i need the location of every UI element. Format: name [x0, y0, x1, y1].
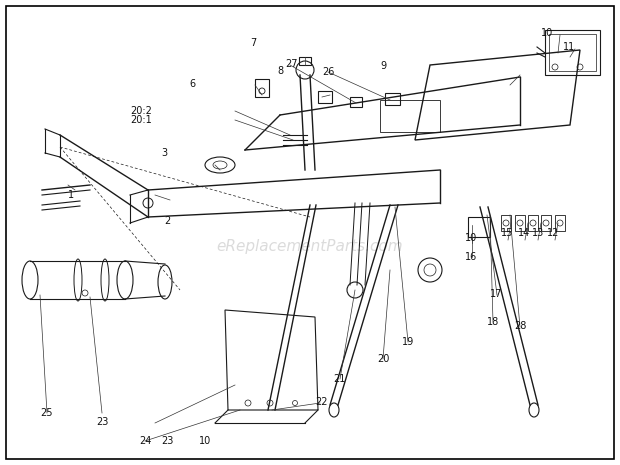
- Text: 3: 3: [161, 148, 167, 159]
- Text: 1: 1: [68, 190, 74, 200]
- Bar: [299, 57, 311, 65]
- Text: 10: 10: [198, 436, 211, 446]
- Text: 2: 2: [164, 216, 171, 226]
- Text: 25: 25: [40, 408, 53, 418]
- Bar: [385, 93, 400, 105]
- Text: 12: 12: [547, 228, 559, 239]
- Bar: [515, 215, 525, 231]
- Text: 13: 13: [532, 228, 544, 239]
- Bar: [545, 30, 600, 75]
- Text: 7: 7: [250, 38, 256, 48]
- Bar: [501, 215, 511, 231]
- Bar: [380, 100, 440, 132]
- Text: 19: 19: [402, 337, 414, 347]
- Text: 20:1: 20:1: [130, 115, 153, 125]
- Text: 14: 14: [518, 228, 530, 239]
- Text: 20: 20: [377, 354, 389, 364]
- Text: 8: 8: [277, 66, 283, 76]
- Text: eReplacementParts.com: eReplacementParts.com: [216, 239, 404, 254]
- Bar: [549, 34, 596, 71]
- Text: 22: 22: [315, 397, 327, 407]
- Text: 15: 15: [501, 228, 513, 239]
- Text: 6: 6: [189, 79, 195, 89]
- Text: 23: 23: [161, 436, 174, 446]
- Text: 16: 16: [465, 252, 477, 262]
- Text: 24: 24: [140, 436, 152, 446]
- Bar: [555, 215, 565, 231]
- Bar: [255, 79, 269, 97]
- Text: 10: 10: [465, 233, 477, 243]
- Bar: [528, 215, 538, 231]
- Bar: [541, 215, 551, 231]
- Text: 27: 27: [285, 59, 298, 69]
- Text: 21: 21: [334, 374, 346, 384]
- Text: 26: 26: [322, 67, 335, 77]
- Text: 20:2: 20:2: [130, 106, 153, 116]
- Text: 9: 9: [380, 61, 386, 71]
- Text: 18: 18: [487, 317, 499, 327]
- Bar: [350, 97, 362, 107]
- Bar: [468, 217, 490, 237]
- Text: 10: 10: [541, 28, 553, 39]
- Text: 17: 17: [490, 289, 502, 299]
- Text: 28: 28: [515, 321, 527, 332]
- Text: 11: 11: [563, 42, 575, 53]
- Text: 23: 23: [96, 417, 108, 427]
- Bar: [318, 91, 332, 103]
